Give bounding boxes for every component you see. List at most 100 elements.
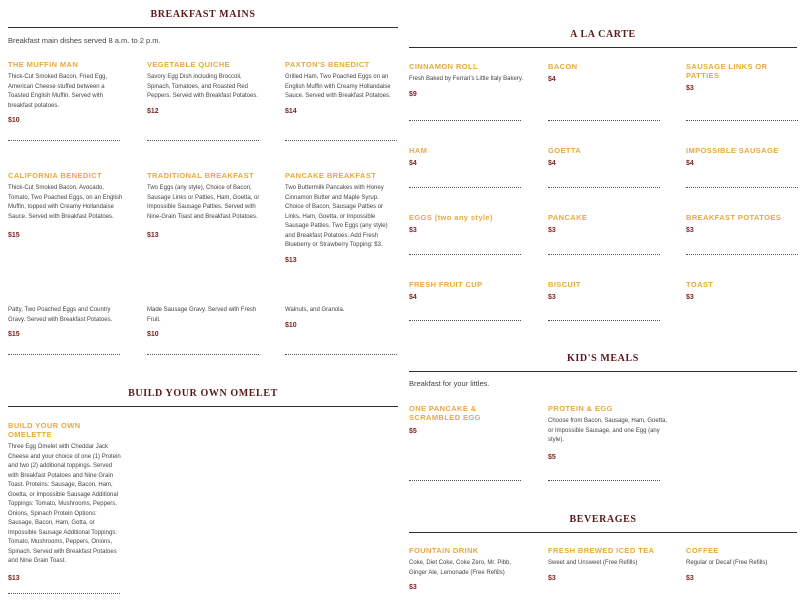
- item-name: SAUSAGE LINKS OR PATTIES: [686, 62, 768, 80]
- menu-item: CALIFORNIA BENEDICT Thick-Cut Smoked Bac…: [8, 171, 126, 239]
- item-price: $10: [285, 321, 297, 329]
- menu-item: TOAST $3: [686, 280, 796, 301]
- item-name: BACON: [548, 62, 578, 71]
- item-price: $3: [686, 85, 694, 92]
- kids-meals-intro: Breakfast for your littles.: [409, 379, 490, 388]
- item-name: FOUNTAIN DRINK: [409, 546, 479, 555]
- item-price: $15: [8, 331, 20, 338]
- divider: [548, 480, 660, 481]
- item-description: Choose from Bacon, Sausage, Ham, Goetta,…: [548, 418, 668, 443]
- item-description: Walnuts, and Granola.: [285, 307, 345, 313]
- menu-item: Patty, Two Poached Eggs and Country Grav…: [8, 302, 126, 338]
- item-price: $10: [147, 331, 159, 338]
- menu-item: COFFEE Regular or Decaf (Free Refills) $…: [686, 546, 796, 582]
- item-description: Two Eggs (any style), Choice of Bacon, S…: [147, 185, 260, 220]
- beverages-title: BEVERAGES: [569, 514, 637, 525]
- menu-item: BISCUIT $3: [548, 280, 668, 301]
- omelet-title: BUILD YOUR OWN OMELET: [128, 388, 278, 399]
- item-name: PROTEIN & EGG: [548, 404, 613, 413]
- menu-item: PANCAKE $3: [548, 213, 668, 234]
- item-price: $15: [8, 232, 20, 239]
- item-name: PANCAKE BREAKFAST: [285, 171, 377, 180]
- item-description: Two Buttermilk Pancakes with Honey Cinna…: [285, 185, 388, 248]
- divider: [686, 254, 798, 255]
- divider: [409, 480, 521, 481]
- kids-meals-rule: [409, 371, 797, 372]
- item-name: THE MUFFIN MAN: [8, 60, 79, 69]
- item-description: Three Egg Omelet with Cheddar Jack Chees…: [8, 444, 121, 564]
- menu-item: Walnuts, and Granola. $10: [285, 302, 395, 329]
- menu-item: HAM $4: [409, 146, 534, 167]
- menu-item: PROTEIN & EGG Choose from Bacon, Sausage…: [548, 404, 668, 461]
- item-name: CINNAMON ROLL: [409, 62, 478, 71]
- menu-item: BREAKFAST POTATOES $3: [686, 213, 796, 234]
- kids-meals-title: KID'S MEALS: [567, 353, 639, 364]
- menu-item: IMPOSSIBLE SAUSAGE $4: [686, 146, 796, 167]
- divider: [548, 120, 660, 121]
- item-price: $4: [548, 76, 556, 83]
- item-price: $3: [409, 584, 417, 591]
- item-name: HAM: [409, 146, 428, 155]
- divider: [409, 254, 521, 255]
- menu-item: PAXTON'S BENEDICT Grilled Ham, Two Poach…: [285, 60, 395, 115]
- menu-item: TRADITIONAL BREAKFAST Two Eggs (any styl…: [147, 171, 265, 239]
- item-price: $3: [686, 294, 694, 301]
- divider: [548, 254, 660, 255]
- menu-item: ONE PANCAKE & SCRAMBLED EGG $5: [409, 404, 527, 435]
- menu-item: EGGS (two any style) $3: [409, 213, 534, 234]
- item-name: FRESH FRUIT CUP: [409, 280, 483, 289]
- beverages-rule: [409, 532, 797, 533]
- item-name: TRADITIONAL BREAKFAST: [147, 171, 255, 180]
- item-price: $4: [409, 294, 417, 301]
- divider: [147, 354, 259, 355]
- divider: [409, 120, 521, 121]
- item-name: TOAST: [686, 280, 714, 289]
- divider: [285, 354, 397, 355]
- item-price: $3: [686, 227, 694, 234]
- item-price: $3: [548, 227, 556, 234]
- menu-item: THE MUFFIN MAN Thick-Cut Smoked Bacon, F…: [8, 60, 126, 124]
- divider: [548, 187, 660, 188]
- item-name: EGGS (two any style): [409, 213, 493, 222]
- menu-item: FOUNTAIN DRINK Coke, Diet Coke, Coke Zer…: [409, 546, 529, 591]
- item-price: $12: [147, 107, 159, 115]
- item-name: CALIFORNIA BENEDICT: [8, 171, 102, 180]
- divider: [409, 320, 521, 321]
- item-name: BUILD YOUR OWN OMELETTE: [8, 421, 81, 439]
- item-description: Coke, Diet Coke, Coke Zero, Mr. Pibb, Gi…: [409, 560, 512, 576]
- item-description: Sweet and Unsweet (Free Refills): [548, 560, 638, 566]
- breakfast-mains-title: BREAKFAST MAINS: [150, 9, 256, 20]
- divider: [8, 354, 120, 355]
- item-description: Savory Egg Dish including Broccoli, Spin…: [147, 74, 259, 99]
- menu-item: Made Sausage Gravy. Served with Fresh Fr…: [147, 302, 265, 338]
- item-description: Made Sausage Gravy. Served with Fresh Fr…: [147, 307, 257, 323]
- item-price: $5: [409, 428, 417, 435]
- item-name: BREAKFAST POTATOES: [686, 213, 782, 222]
- menu-item: BACON $4: [548, 62, 668, 83]
- item-price: $3: [686, 574, 694, 582]
- divider: [548, 320, 660, 321]
- divider: [147, 140, 259, 141]
- item-description: Fresh Baked by Ferrari's Little Italy Ba…: [409, 76, 524, 82]
- omelet-rule: [8, 406, 398, 407]
- divider: [8, 140, 120, 141]
- item-price: $4: [409, 160, 417, 167]
- item-price: $4: [548, 160, 556, 167]
- item-price: $13: [147, 232, 159, 239]
- divider: [686, 120, 798, 121]
- item-name: COFFEE: [686, 546, 719, 555]
- item-name: GOETTA: [548, 146, 582, 155]
- item-price: $3: [548, 574, 556, 582]
- item-description: Grilled Ham, Two Poached Eggs on an Engl…: [285, 74, 391, 99]
- a-la-carte-rule: [409, 47, 797, 48]
- menu-item: PANCAKE BREAKFAST Two Buttermilk Pancake…: [285, 171, 397, 264]
- menu-item: CINNAMON ROLL Fresh Baked by Ferrari's L…: [409, 62, 534, 98]
- item-description: Patty, Two Poached Eggs and Country Grav…: [8, 307, 113, 323]
- item-price: $5: [548, 453, 556, 461]
- menu-item: FRESH FRUIT CUP $4: [409, 280, 534, 301]
- divider: [8, 593, 120, 594]
- menu-item: VEGETABLE QUICHE Savory Egg Dish includi…: [147, 60, 265, 115]
- item-name: ONE PANCAKE & SCRAMBLED EGG: [409, 404, 481, 422]
- item-price: $13: [8, 574, 20, 582]
- item-name: IMPOSSIBLE SAUSAGE: [686, 146, 779, 155]
